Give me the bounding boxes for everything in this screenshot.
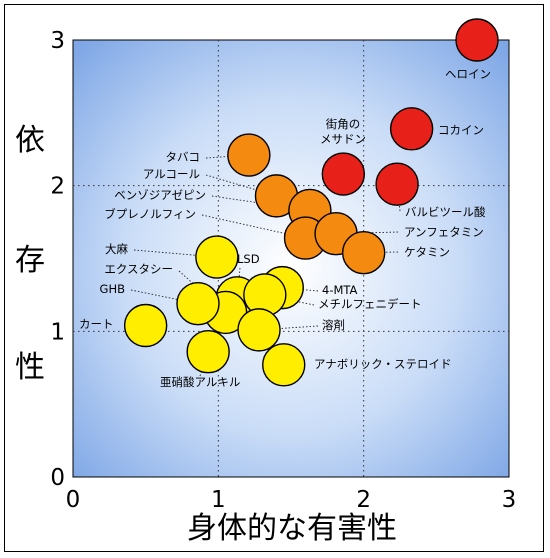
y-tick-label: 3 [50, 28, 65, 54]
point-label: 街角の [326, 117, 361, 131]
data-point-red [321, 152, 366, 196]
y-tick-label: 0 [50, 465, 65, 491]
data-point-red [389, 107, 434, 151]
y-tick-label: 1 [50, 319, 65, 345]
y-axis-title-2: 存 [15, 243, 45, 278]
data-points [123, 18, 499, 387]
point-label: ベンゾジアゼピン [114, 188, 206, 202]
point-label: ヘロイン [445, 67, 491, 81]
data-point-yellow [186, 330, 230, 374]
point-label: メチルフェニデート [318, 297, 422, 311]
data-point-yellow [123, 303, 168, 348]
point-label: ケタミン [404, 245, 450, 259]
x-axis-title: 身体的な有害性 [187, 511, 397, 546]
point-label: LSD [237, 252, 260, 266]
point-label: GHB [100, 282, 126, 296]
point-label: バルビツール酸 [405, 205, 486, 219]
point-label: エクスタシー [104, 262, 173, 276]
point-label: タバコ [166, 150, 201, 164]
point-label: 溶剤 [322, 318, 345, 332]
x-tick-label: 3 [502, 487, 517, 513]
plot-area [72, 39, 510, 478]
y-axis-title-3: 性 [15, 350, 45, 385]
data-point-orange [227, 133, 271, 177]
y-axis-title-1: 依 [15, 123, 45, 158]
data-point-yellow [176, 281, 220, 326]
data-point-yellow [195, 235, 239, 279]
data-point-yellow [237, 308, 281, 352]
data-point-yellow [262, 343, 306, 387]
point-label: ブプレノルフィン [104, 207, 196, 221]
data-point-red [455, 18, 499, 62]
x-tick-label: 1 [211, 487, 226, 513]
data-point-red [375, 162, 419, 206]
point-label: 亜硝酸アルキル [160, 375, 240, 389]
x-tick-label: 2 [356, 487, 371, 513]
point-label: 大麻 [105, 242, 128, 256]
tick-labels: 0 1 2 3 0 1 2 3 [50, 28, 516, 513]
point-label: 4-MTA [322, 283, 358, 297]
data-point-orange [341, 230, 386, 275]
point-label: アナボリック・ステロイド [314, 357, 452, 371]
point-label: アンフェタミン [404, 225, 484, 239]
point-label: カート [79, 317, 114, 331]
point-label: コカイン [438, 123, 484, 137]
x-tick-label: 0 [66, 487, 81, 513]
y-tick-label: 2 [50, 174, 65, 200]
point-label: アルコール [143, 167, 200, 181]
point-label: メサドン [320, 132, 366, 146]
